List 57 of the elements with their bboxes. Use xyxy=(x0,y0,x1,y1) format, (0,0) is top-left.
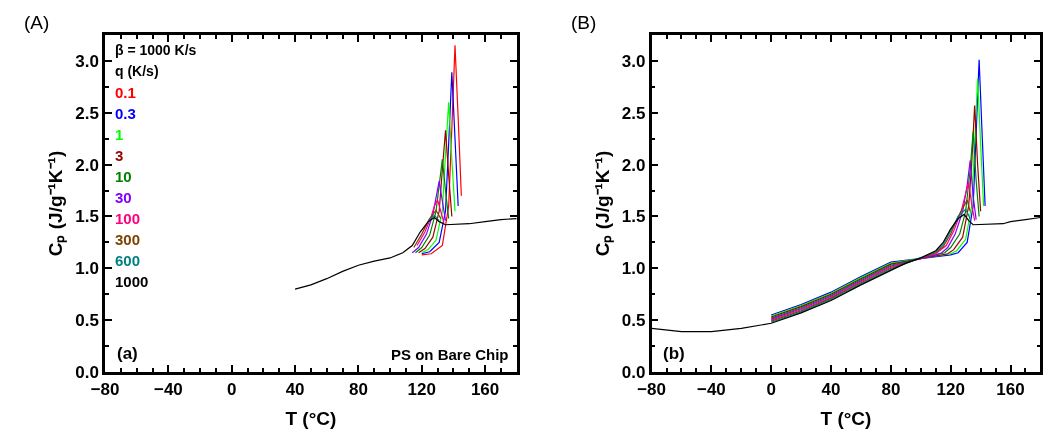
line-series xyxy=(421,44,462,256)
x-tick-label: −40 xyxy=(153,380,183,400)
y-tick-label: 2.5 xyxy=(621,103,646,123)
y-tick-label: 0.0 xyxy=(621,362,646,382)
y-tick-label: 0.0 xyxy=(75,362,99,382)
line-series xyxy=(651,213,1041,333)
text: 30 xyxy=(115,189,132,206)
line-series xyxy=(416,199,445,247)
x-tick-label: 80 xyxy=(881,380,901,400)
x-axis-title: T (°C) xyxy=(285,407,337,429)
line-series xyxy=(417,129,453,254)
text: 1 xyxy=(115,126,124,143)
annotation: (b) xyxy=(663,344,685,363)
x-tick-label: 0 xyxy=(227,380,237,400)
line-series xyxy=(413,209,442,249)
legend-title: β = 1000 K/s q (K/s) xyxy=(115,42,197,79)
y-tick-label: 3.0 xyxy=(621,51,646,71)
x-tick-label: −40 xyxy=(696,380,726,400)
y-tick-label: 3.0 xyxy=(75,51,99,71)
y-axis-title: Cₚ (J/g⁻¹K⁻¹) xyxy=(45,150,68,257)
y-tick-label: 2.0 xyxy=(75,155,99,175)
text: 3 xyxy=(115,147,124,164)
y-tick-label: 2.0 xyxy=(621,155,646,175)
y-tick-label: 1.0 xyxy=(621,259,646,279)
y-tick-label: 0.5 xyxy=(621,311,646,331)
x-tick-label: 120 xyxy=(407,380,436,400)
text: 1000 xyxy=(115,273,149,290)
y-tick-label: 2.5 xyxy=(75,103,99,123)
x-axis-title: T (°C) xyxy=(820,407,872,429)
chart-title: (B) xyxy=(571,12,597,33)
x-tick-label: −80 xyxy=(90,380,120,400)
y-tick-label: 0.5 xyxy=(75,311,99,331)
x-tick-label: 40 xyxy=(821,380,841,400)
line-series xyxy=(421,101,456,254)
line-series xyxy=(414,158,450,254)
annotation: (a) xyxy=(117,344,138,363)
x-tick-label: 80 xyxy=(348,380,368,400)
y-axis-title: Cₚ (J/g⁻¹K⁻¹) xyxy=(591,150,614,257)
x-tick-label: −80 xyxy=(637,380,666,400)
x-tick-label: 40 xyxy=(285,380,305,400)
text: 600 xyxy=(115,252,141,269)
x-tick-label: 0 xyxy=(766,380,776,400)
line-series xyxy=(421,71,459,255)
y-tick-label: 1.0 xyxy=(75,259,99,279)
x-tick-label: 160 xyxy=(996,380,1025,400)
annotation: PS on Bare Chip xyxy=(391,346,509,363)
y-tick-label: 1.5 xyxy=(621,207,646,227)
y-tick-label: 1.5 xyxy=(75,207,99,227)
line-series xyxy=(411,180,447,254)
text: 0.1 xyxy=(115,84,136,101)
text: 10 xyxy=(115,168,132,185)
x-tick-label: 120 xyxy=(936,380,965,400)
chart-title: (A) xyxy=(24,12,50,33)
text: 300 xyxy=(115,231,141,248)
text: 0.3 xyxy=(115,105,136,122)
x-tick-label: 160 xyxy=(470,380,500,400)
text: 100 xyxy=(115,210,141,227)
